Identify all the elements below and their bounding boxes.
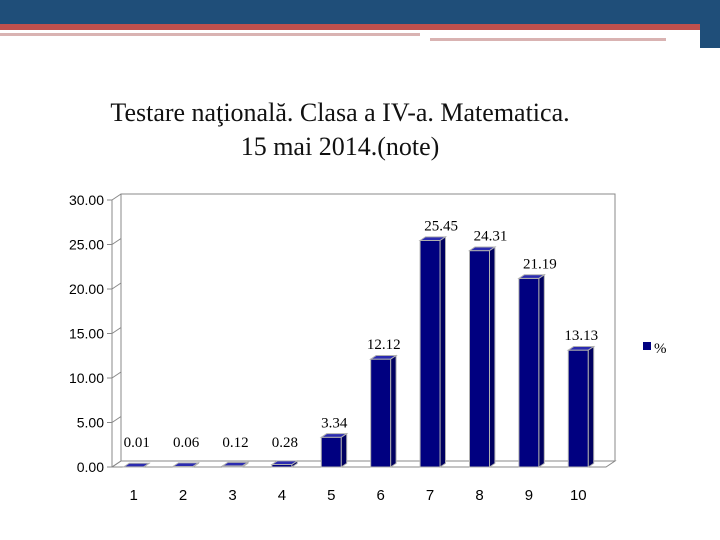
header-thin-line xyxy=(0,33,420,36)
header-accent-stripe xyxy=(0,24,700,30)
bar-side-face xyxy=(242,461,249,468)
bar-group xyxy=(418,235,448,468)
x-tick-label: 2 xyxy=(179,487,187,504)
x-tick-label: 5 xyxy=(327,487,335,504)
chart-title: Testare naţională. Clasa a IV-a. Matemat… xyxy=(60,96,620,164)
data-label: 0.06 xyxy=(173,435,200,451)
y-tick-diagonal xyxy=(111,460,122,468)
data-label: 21.19 xyxy=(523,256,557,272)
header-side-block xyxy=(700,0,720,48)
y-tick-label: 10.00 xyxy=(69,370,104,386)
bar xyxy=(320,436,342,468)
bar-group xyxy=(270,459,299,468)
bar-group xyxy=(369,354,398,468)
x-tick-label: 6 xyxy=(377,487,385,504)
y-tick-label: 5.00 xyxy=(77,415,104,431)
bar xyxy=(567,349,589,468)
bar-group xyxy=(171,461,201,468)
bar xyxy=(419,239,441,468)
header-thin-line-right xyxy=(430,38,666,41)
data-label: 24.31 xyxy=(474,229,508,245)
bar-side-face xyxy=(143,462,150,468)
bar-side-face xyxy=(340,432,348,468)
x-tick-label: 7 xyxy=(426,487,434,504)
y-tick-label: 0.00 xyxy=(77,459,104,475)
x-tick-label: 9 xyxy=(525,487,533,504)
data-label: 0.01 xyxy=(124,435,150,451)
y-tick-diagonal xyxy=(111,193,122,201)
data-label: 0.28 xyxy=(272,435,298,451)
bar xyxy=(518,277,540,468)
bar-side-face xyxy=(291,459,298,468)
chart-title-line-2: 15 mai 2014.(note) xyxy=(240,132,440,161)
y-tick-label: 20.00 xyxy=(69,281,104,297)
bar-side-face xyxy=(489,246,496,468)
data-label: 12.12 xyxy=(367,337,401,353)
bar-group xyxy=(566,345,596,468)
x-tick-label: 10 xyxy=(570,487,587,504)
x-tick-label: 1 xyxy=(130,487,138,504)
header-band xyxy=(0,0,720,24)
chart-title-line-1: Testare naţională. Clasa a IV-a. Matemat… xyxy=(110,98,570,127)
y-tick-diagonal xyxy=(111,327,122,334)
bar-group xyxy=(319,432,349,468)
y-tick-label: 25.00 xyxy=(69,237,104,253)
y-tick-diagonal xyxy=(111,416,122,423)
bar xyxy=(469,250,490,468)
bar-side-face xyxy=(587,345,595,468)
bar xyxy=(370,358,392,468)
bar-group xyxy=(517,273,546,468)
legend-label: % xyxy=(654,341,667,357)
bar-side-face xyxy=(390,354,397,468)
y-tick-diagonal xyxy=(111,282,122,290)
bar-group xyxy=(122,462,151,468)
bar-group xyxy=(467,246,497,468)
bar-side-face xyxy=(439,235,446,468)
y-tick-diagonal xyxy=(111,371,122,379)
slide-header-bar xyxy=(0,0,720,48)
data-label: 0.12 xyxy=(222,435,248,451)
x-tick-label: 8 xyxy=(475,487,483,504)
data-label: 3.34 xyxy=(321,415,348,431)
x-tick-label: 3 xyxy=(228,487,236,504)
bar-group xyxy=(220,461,250,468)
x-tick-label: 4 xyxy=(278,487,286,504)
y-tick-label: 30.00 xyxy=(69,192,104,208)
bar-side-face xyxy=(192,461,199,468)
bar-side-face xyxy=(538,273,545,468)
y-tick-diagonal xyxy=(111,238,122,245)
data-label: 25.45 xyxy=(424,218,458,234)
data-label: 13.13 xyxy=(564,328,598,344)
legend-swatch xyxy=(643,342,651,350)
y-tick-label: 15.00 xyxy=(69,326,104,342)
